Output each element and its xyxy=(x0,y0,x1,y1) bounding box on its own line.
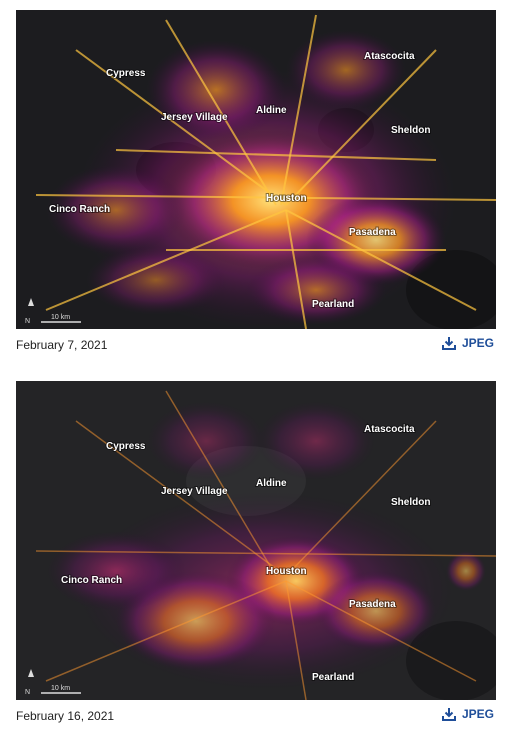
north-arrow-icon: N xyxy=(25,669,34,696)
city-label-sheldon: Sheldon xyxy=(391,497,430,508)
city-label-jersey-village: Jersey Village xyxy=(161,486,228,497)
city-label-aldine: Aldine xyxy=(256,105,287,116)
scale-bar: 10 km xyxy=(41,314,81,323)
north-arrow-icon: N xyxy=(25,298,34,325)
city-label-cypress: Cypress xyxy=(106,68,146,79)
date-caption: February 16, 2021 xyxy=(16,709,115,723)
night-lights-map-feb-7: Cypress Atascocita Aldine Jersey Village… xyxy=(16,10,496,329)
download-jpeg-link[interactable]: JPEG xyxy=(441,707,494,721)
city-label-atascocita: Atascocita xyxy=(364,51,415,62)
city-label-pearland: Pearland xyxy=(312,299,354,310)
city-label-houston: Houston xyxy=(266,193,307,204)
date-caption: February 7, 2021 xyxy=(16,338,108,352)
download-icon xyxy=(441,336,456,350)
city-label-cinco-ranch: Cinco Ranch xyxy=(49,204,110,215)
svg-text:10 km: 10 km xyxy=(51,314,70,321)
download-label: JPEG xyxy=(461,707,494,721)
download-jpeg-link[interactable]: JPEG xyxy=(441,336,494,350)
city-label-pasadena: Pasadena xyxy=(349,227,396,238)
download-icon xyxy=(441,707,456,721)
svg-text:N: N xyxy=(25,689,30,696)
svg-text:10 km: 10 km xyxy=(51,685,70,692)
city-label-pearland: Pearland xyxy=(312,672,354,683)
city-label-sheldon: Sheldon xyxy=(391,125,430,136)
city-label-pasadena: Pasadena xyxy=(349,599,396,610)
city-label-atascocita: Atascocita xyxy=(364,424,415,435)
city-label-cypress: Cypress xyxy=(106,441,146,452)
city-label-cinco-ranch: Cinco Ranch xyxy=(61,575,122,586)
night-lights-map-feb-16: Cypress Atascocita Aldine Jersey Village… xyxy=(16,381,496,700)
svg-text:N: N xyxy=(25,318,30,325)
city-label-houston: Houston xyxy=(266,566,307,577)
download-label: JPEG xyxy=(461,336,494,350)
scale-bar: 10 km xyxy=(41,685,81,694)
city-label-jersey-village: Jersey Village xyxy=(161,112,228,123)
city-label-aldine: Aldine xyxy=(256,478,287,489)
